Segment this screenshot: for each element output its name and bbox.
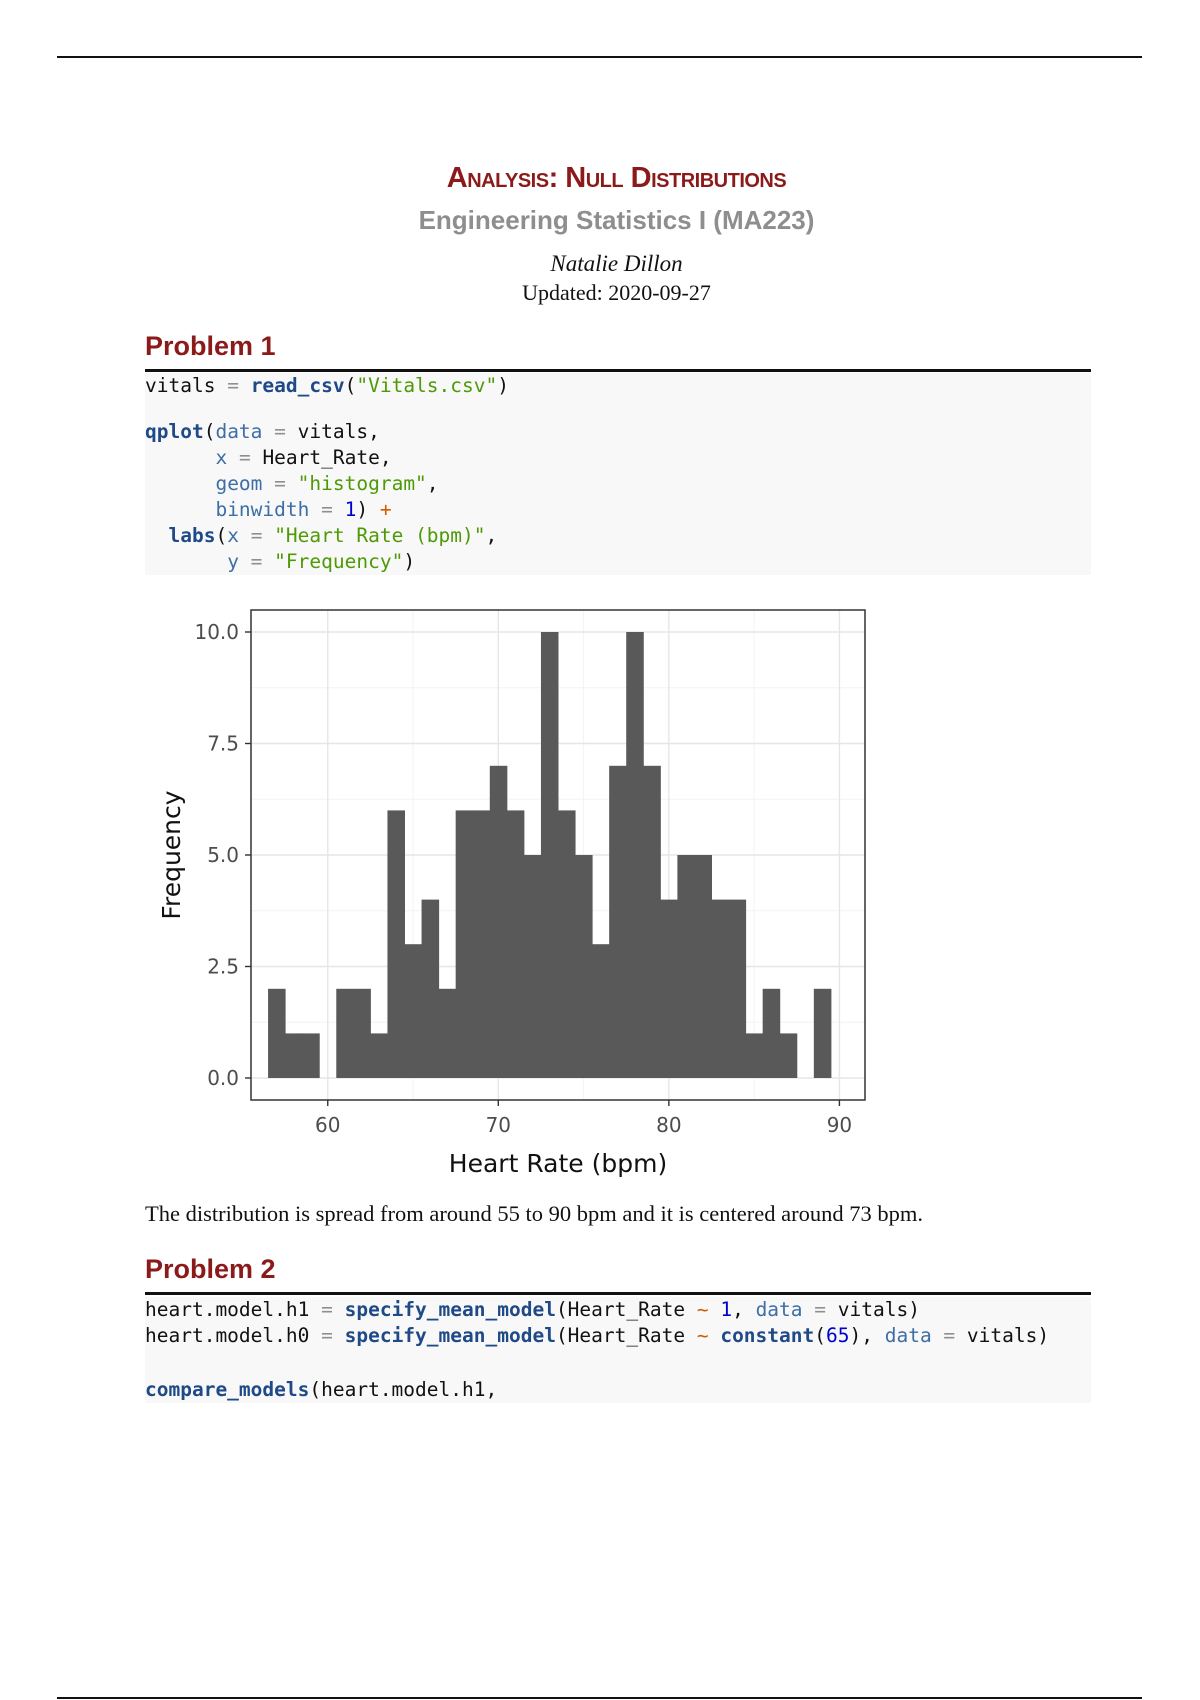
heart-rate-histogram: 60 70 80 90 0.0 2.5 5.0 7.5 10.0 Heart Rate (bpm… — [157, 609, 866, 1178]
problem-2-heading: Problem 2 — [145, 1254, 276, 1284]
histogram-bar — [540, 632, 559, 1078]
y-axis-label: Frequency — [157, 790, 186, 919]
x-tick-label: 60 — [315, 1113, 340, 1137]
histogram-bar — [268, 988, 286, 1078]
histogram-bar — [455, 810, 474, 1078]
histogram-bar — [421, 899, 440, 1078]
histogram-bar — [387, 810, 405, 1078]
problem-1-code-block: vitals = read_csv("Vitals.csv") qplot(dat… — [145, 373, 1091, 575]
code-line: x = Heart_Rate, — [215, 446, 392, 469]
y-tick-label: 10.0 — [194, 620, 239, 644]
histogram-bar — [575, 855, 593, 1078]
histogram-bar — [609, 765, 627, 1078]
histogram-bar — [404, 944, 423, 1078]
histogram-bar — [643, 765, 661, 1078]
y-tick-label: 2.5 — [207, 955, 239, 979]
histogram-bar — [711, 899, 730, 1078]
author-name: Natalie Dillon — [550, 251, 683, 276]
code-line: labs(x = "Heart Rate (bpm)", — [168, 524, 498, 547]
code-line: geom = "histogram", — [215, 472, 439, 495]
top-rule — [57, 56, 1142, 58]
histogram-bar — [302, 1033, 320, 1078]
x-tick-label: 90 — [827, 1113, 852, 1137]
x-tick-label: 70 — [486, 1113, 511, 1137]
y-tick-label: 5.0 — [207, 843, 239, 867]
histogram-bar — [353, 988, 371, 1078]
histogram-bar — [285, 1033, 303, 1078]
x-axis-label: Heart Rate (bpm) — [449, 1149, 667, 1178]
histogram-bar — [489, 765, 508, 1078]
problem-1-heading: Problem 1 — [145, 331, 276, 361]
histogram-bar — [745, 1033, 764, 1078]
y-tick-label: 0.0 — [207, 1066, 239, 1090]
code-line: heart.model.h0 = specify_mean_model(Hear… — [145, 1324, 1050, 1347]
problem-2-code-block: heart.model.h1 = specify_mean_model(Hear… — [145, 1297, 1091, 1403]
histogram-bar — [677, 855, 695, 1078]
code-line: binwidth = 1) + — [215, 498, 392, 521]
histogram-bar — [660, 899, 678, 1078]
problem-1-rule — [145, 369, 1091, 372]
y-tick-label: 7.5 — [207, 732, 239, 756]
histogram-bar — [779, 1033, 798, 1078]
problem-1-conclusion: The distribution is spread from around 5… — [145, 1201, 923, 1226]
code-line: qplot(data = vitals, — [145, 420, 380, 443]
code-line: compare_models(heart.model.h1, — [145, 1378, 498, 1401]
histogram-bar — [506, 810, 525, 1078]
updated-date: Updated: 2020-09-27 — [522, 280, 711, 305]
histogram-bar — [370, 1033, 388, 1078]
histogram-bar — [762, 988, 781, 1078]
document-subtitle: Engineering Statistics I (MA223) — [418, 205, 815, 235]
histogram-bar — [558, 810, 576, 1078]
problem-2-rule — [145, 1292, 1091, 1295]
document-title: Analysis: Null Distributions — [446, 162, 787, 194]
bottom-rule — [57, 1697, 1142, 1699]
histogram-bar — [694, 855, 712, 1078]
histogram-bar — [438, 988, 457, 1078]
histogram-bar — [336, 988, 354, 1078]
code-line: vitals = read_csv("Vitals.csv") — [145, 374, 509, 397]
histogram-bar — [728, 899, 747, 1078]
histogram-bar — [592, 944, 610, 1078]
code-line: heart.model.h1 = specify_mean_model(Hear… — [145, 1298, 920, 1321]
histogram-bar — [523, 855, 542, 1078]
code-line: y = "Frequency") — [227, 550, 416, 573]
x-tick-label: 80 — [656, 1113, 681, 1137]
histogram-bar — [813, 988, 832, 1078]
histogram-bar — [626, 632, 644, 1078]
histogram-bar — [472, 810, 491, 1078]
